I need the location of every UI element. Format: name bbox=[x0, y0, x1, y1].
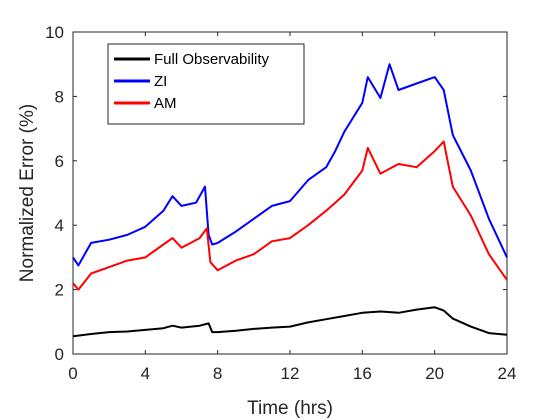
x-tick-label: 0 bbox=[68, 364, 77, 383]
y-axis-label: Normalized Error (%) bbox=[17, 104, 38, 282]
y-tick-label: 10 bbox=[45, 23, 64, 42]
x-tick-label: 20 bbox=[425, 364, 444, 383]
legend-label: ZI bbox=[154, 73, 167, 90]
legend: Full Observability ZI AM bbox=[107, 43, 305, 125]
x-tick-label: 24 bbox=[498, 364, 517, 383]
y-tick-label: 4 bbox=[55, 216, 64, 235]
x-tick-label: 4 bbox=[141, 364, 150, 383]
series-line-0 bbox=[72, 306, 508, 338]
x-tick-label: 12 bbox=[281, 364, 300, 383]
series-line-1 bbox=[72, 63, 508, 267]
x-tick-label: 16 bbox=[353, 364, 372, 383]
y-tick-label: 8 bbox=[55, 87, 64, 106]
y-tick-label: 0 bbox=[55, 345, 64, 364]
legend-box bbox=[107, 43, 305, 125]
y-tick-label: 6 bbox=[55, 152, 64, 171]
x-axis-label: Time (hrs) bbox=[247, 398, 333, 419]
x-tick-label: 8 bbox=[213, 364, 222, 383]
legend-label: AM bbox=[154, 95, 177, 112]
series-layer bbox=[72, 63, 508, 338]
y-tick-label: 2 bbox=[55, 281, 64, 300]
series-line-2 bbox=[72, 140, 508, 291]
legend-label: Full Observability bbox=[154, 51, 270, 68]
